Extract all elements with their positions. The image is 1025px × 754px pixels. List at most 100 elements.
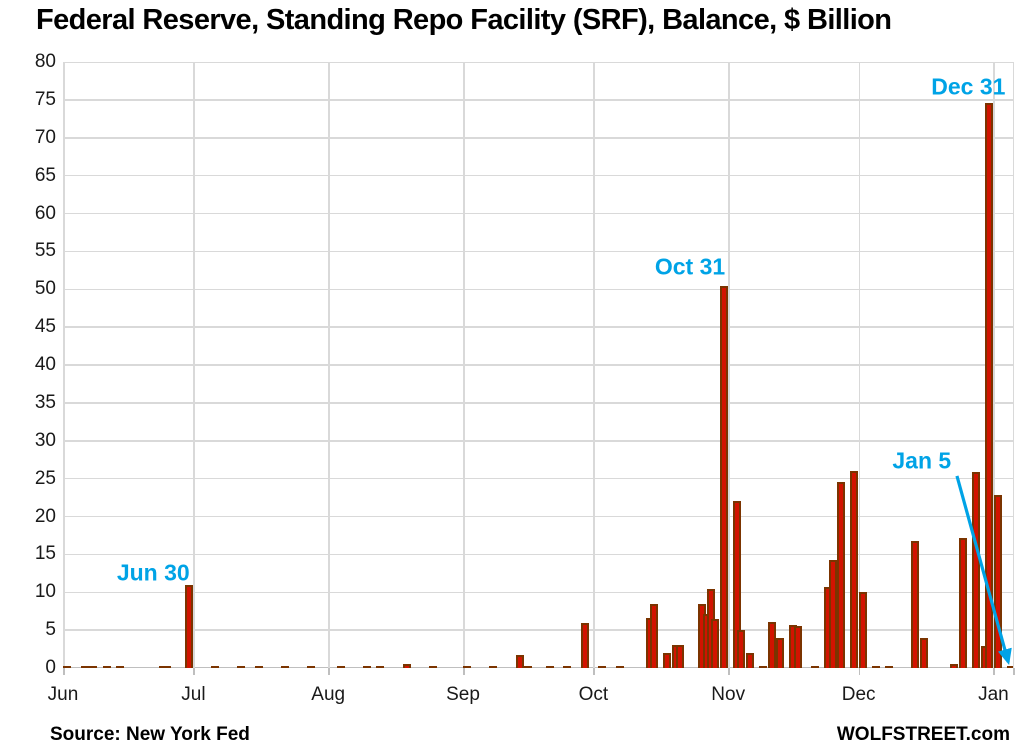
bar-oct-3 — [598, 665, 607, 668]
bar-jun-6 — [80, 665, 89, 668]
h-gridline — [63, 288, 1013, 290]
y-tick-label: 75 — [34, 88, 56, 110]
bar-aug-4 — [337, 665, 346, 668]
v-gridline-jun — [63, 62, 65, 668]
x-tick-label-dec: Dec — [841, 684, 876, 705]
source-label: Source: New York Fed — [50, 724, 250, 745]
bar-dec-23 — [950, 664, 959, 668]
h-gridline — [63, 62, 1013, 63]
y-tick-label: 35 — [34, 391, 56, 413]
bar-jul-22 — [280, 665, 289, 668]
y-tick-label: 0 — [45, 657, 56, 678]
y-tick-label: 65 — [34, 164, 56, 186]
y-tick-label: 60 — [34, 202, 56, 224]
jan5-arrow — [955, 475, 1012, 666]
bar-jun-8 — [89, 665, 98, 668]
bar-oct-18 — [663, 652, 672, 668]
bar-nov-27 — [837, 482, 846, 668]
bar-jun-25 — [163, 666, 172, 668]
y-tick-label: 5 — [45, 619, 56, 641]
v-gridline-aug — [328, 62, 330, 668]
v-gridline-sep — [463, 62, 465, 668]
bar-jun-14 — [115, 666, 124, 668]
h-gridline — [63, 326, 1013, 328]
v-gridline-jan — [993, 62, 995, 668]
bar-jun-11 — [102, 666, 111, 668]
bar-aug-19 — [402, 664, 411, 668]
bar-nov-17 — [793, 625, 802, 668]
bar-dec-28 — [972, 471, 980, 668]
bar-dec-8 — [885, 666, 894, 668]
x-axis-line — [63, 667, 1013, 668]
bar-jul-16 — [254, 666, 263, 668]
x-tick-mark — [1013, 668, 1015, 675]
bar-sep-25 — [563, 666, 572, 668]
h-gridline — [63, 477, 1013, 480]
bar-jul-6 — [211, 665, 220, 668]
y-tick-label: 10 — [34, 581, 56, 603]
h-gridline — [63, 99, 1013, 101]
h-gridline — [63, 629, 1013, 631]
x-tick-label-aug: Aug — [311, 684, 346, 705]
h-gridline — [63, 250, 1013, 253]
bar-nov-21 — [811, 666, 820, 668]
x-tick-mark — [858, 668, 861, 675]
x-tick-label-oct: Oct — [578, 684, 609, 705]
bar-aug-10 — [363, 666, 372, 668]
y-tick-label: 20 — [34, 505, 56, 527]
bar-dec-2 — [859, 591, 867, 668]
bar-dec-5 — [872, 666, 880, 668]
bar-oct-29 — [711, 618, 720, 668]
annotation-jun-30: Jun 30 — [116, 559, 190, 586]
bar-oct-31 — [719, 286, 728, 668]
y-tick-label: 25 — [34, 467, 56, 489]
bar-sep-2 — [463, 666, 472, 668]
bar-aug-13 — [376, 666, 385, 668]
bar-sep-21 — [546, 666, 554, 668]
h-gridline — [63, 402, 1013, 404]
annotation-dec-31: Dec 31 — [931, 73, 1006, 100]
y-tick-label: 45 — [34, 316, 56, 338]
bar-nov-13 — [776, 637, 785, 668]
annotation-jan-5: Jan 5 — [892, 447, 952, 474]
bar-jul-28 — [306, 665, 315, 668]
bar-nov-6 — [746, 652, 754, 668]
bar-jun-30 — [185, 584, 194, 668]
x-tick-mark — [728, 668, 730, 675]
v-gridline-oct — [593, 62, 595, 668]
y-tick-label: 40 — [34, 354, 56, 375]
y-tick-label: 70 — [34, 126, 56, 148]
bar-sep-29 — [580, 622, 589, 668]
annotation-oct-31: Oct 31 — [654, 253, 726, 280]
x-tick-label-nov: Nov — [711, 684, 746, 705]
v-gridline-dec — [858, 62, 861, 668]
bar-oct-15 — [650, 604, 659, 668]
bar-dec-16 — [919, 637, 928, 668]
h-gridline — [63, 440, 1013, 442]
h-gridline — [63, 364, 1013, 366]
h-gridline — [63, 174, 1013, 177]
x-tick-label-sep: Sep — [446, 684, 480, 705]
bar-sep-16 — [524, 665, 533, 668]
x-tick-mark — [63, 668, 65, 675]
brand-label: WOLFSTREET.com — [836, 724, 1010, 745]
y-tick-label: 55 — [34, 240, 56, 262]
y-tick-label: 15 — [34, 543, 56, 565]
bar-jan-2 — [993, 495, 1002, 668]
y-tick-label: 50 — [34, 278, 56, 300]
bar-sep-8 — [489, 666, 498, 668]
y-tick-label: 80 — [34, 51, 56, 72]
bar-nov-3 — [732, 501, 741, 668]
x-tick-mark — [993, 668, 995, 675]
x-tick-label-jul: Jul — [181, 684, 206, 705]
h-gridline — [63, 212, 1013, 215]
x-tick-label-jun: Jun — [47, 684, 79, 705]
y-tick-label: 30 — [34, 429, 56, 451]
bar-jan-5 — [1006, 665, 1013, 668]
bar-nov-9 — [759, 666, 767, 668]
v-gridline-nov — [728, 62, 730, 668]
bar-jun-2 — [63, 666, 72, 668]
x-tick-label-jan: Jan — [978, 684, 1009, 705]
v-gridline-jul — [193, 62, 195, 668]
